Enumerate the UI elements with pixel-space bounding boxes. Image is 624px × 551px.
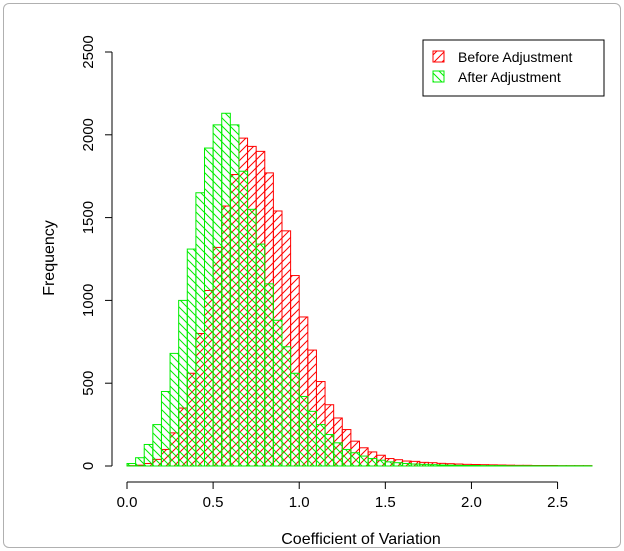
bar-after: [298, 395, 309, 467]
x-tick-label: 0.0: [117, 494, 138, 511]
bar-after: [204, 147, 214, 467]
bar-after: [376, 459, 386, 467]
bar-after: [445, 464, 455, 467]
bar-after: [315, 424, 326, 467]
y-axis-label: Frequency: [41, 220, 58, 296]
bar-after: [160, 390, 171, 467]
bar-after: [221, 112, 231, 467]
bar-after: [169, 352, 180, 467]
bar-after: [453, 464, 464, 467]
x-tick-label: 2.5: [547, 494, 568, 511]
bar-after: [195, 192, 205, 467]
bar-after: [264, 283, 274, 467]
bar-after: [333, 442, 343, 467]
legend: Before Adjustment After Adjustment: [422, 39, 605, 97]
bar-after: [281, 346, 292, 467]
legend-swatch-before: [432, 50, 445, 63]
bar-after: [178, 299, 188, 467]
bar-after: [272, 319, 283, 467]
y-tick-label: 1500: [80, 201, 97, 234]
histogram-bars: [126, 112, 593, 467]
series-after: [126, 112, 593, 467]
x-tick-label: 0.5: [203, 494, 224, 511]
bar-after: [419, 463, 429, 467]
bar-after: [186, 248, 197, 467]
bar-after: [359, 455, 369, 467]
y-tick-label: 2000: [80, 118, 97, 151]
bar-after: [324, 434, 335, 467]
bar-after: [367, 458, 378, 467]
x-tick-label: 1.0: [289, 494, 310, 511]
bar-after: [393, 462, 404, 467]
bar-after: [238, 170, 249, 467]
x-tick-label: 1.5: [375, 494, 396, 511]
y-tick-label: 2500: [80, 35, 97, 68]
bar-after: [307, 410, 317, 467]
bar-after: [410, 463, 421, 467]
bar-after: [247, 208, 257, 467]
legend-label-before: Before Adjustment: [458, 49, 573, 65]
bar-after: [229, 124, 240, 467]
axes: 0.0 0.5 1.0 1.5 2.0 2.5 0 500 1000 1500 2000 2500: [80, 35, 568, 511]
legend-label-after: After Adjustment: [458, 69, 561, 85]
bar-after: [143, 443, 154, 467]
bar-after: [255, 243, 266, 467]
y-tick-label: 0: [80, 462, 97, 470]
legend-swatch-after: [432, 70, 445, 83]
bar-after: [212, 124, 223, 467]
bar-after: [427, 464, 438, 467]
legend-box: [422, 39, 605, 97]
bar-after: [402, 463, 412, 467]
bar-after: [436, 464, 447, 467]
bar-after: [126, 463, 137, 467]
bar-after: [384, 461, 395, 467]
x-axis-label: Coefficient of Variation: [281, 531, 441, 548]
bar-after: [341, 448, 352, 467]
bar-after: [152, 424, 162, 467]
bar-after: [350, 452, 360, 467]
y-tick-label: 500: [80, 371, 97, 396]
bar-after: [135, 457, 145, 467]
x-tick-label: 2.0: [461, 494, 482, 511]
bar-after: [290, 372, 300, 467]
y-tick-label: 1000: [80, 284, 97, 317]
